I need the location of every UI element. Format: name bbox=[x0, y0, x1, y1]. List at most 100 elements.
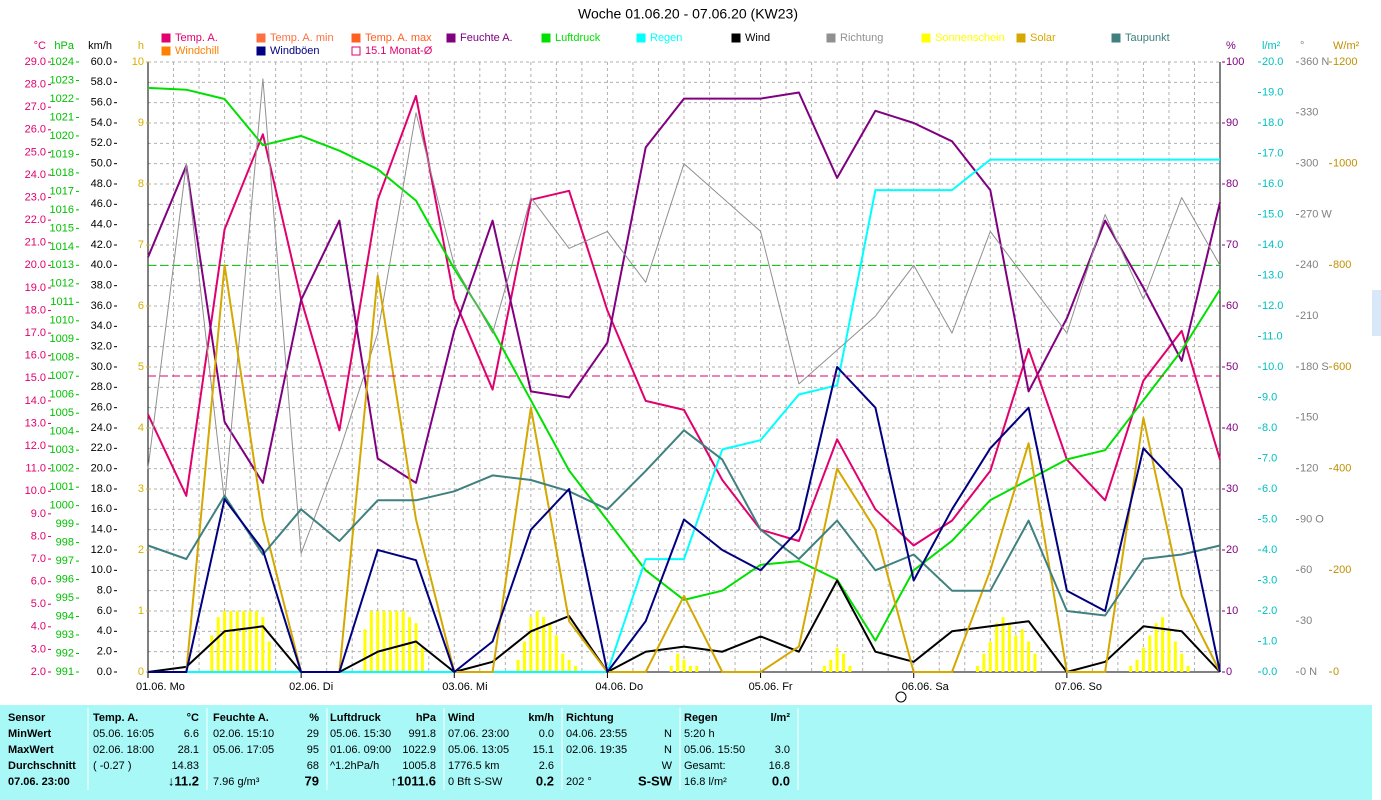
y-tick-label: 3 bbox=[138, 483, 144, 495]
sunshine-bar bbox=[369, 611, 373, 672]
cursor-marker bbox=[895, 691, 907, 703]
y-tick-label: 50.0 bbox=[91, 158, 112, 170]
y-tick-label: 7.0 bbox=[31, 553, 46, 565]
table-header: Richtung bbox=[566, 712, 614, 724]
y-tick-label: 18.0 bbox=[25, 304, 46, 316]
sunshine-bar bbox=[522, 641, 526, 672]
y-tick-label: 10.0 bbox=[1262, 361, 1283, 373]
y-tick-label: 991 bbox=[56, 666, 74, 678]
y-tick-label: 6.0 bbox=[31, 576, 46, 588]
y-tick-label: 1000 bbox=[1333, 158, 1357, 170]
x-tick-label: 05.06. Fr bbox=[749, 681, 793, 693]
y-tick-label: 1012 bbox=[50, 278, 74, 290]
y-tick-label: 1000 bbox=[50, 500, 74, 512]
table-header: Temp. A. bbox=[93, 712, 138, 724]
legend-label: Temp. A. max bbox=[365, 32, 432, 44]
y-tick-label: 4.0 bbox=[1262, 544, 1277, 556]
sunshine-bar bbox=[242, 611, 246, 672]
table-cell: 16.8 l/m² bbox=[684, 776, 727, 788]
legend-swatch bbox=[351, 46, 361, 56]
y-tick-label: 48.0 bbox=[91, 178, 112, 190]
y-tick-label: 6.0 bbox=[97, 605, 112, 617]
chart-title: Woche 01.06.20 - 07.06.20 (KW23) bbox=[578, 6, 798, 22]
legend-label: Windchill bbox=[175, 45, 219, 57]
y-tick-label: 28.0 bbox=[25, 78, 46, 90]
y-tick-label: 34.0 bbox=[91, 320, 112, 332]
sunshine-bar bbox=[1167, 629, 1171, 672]
y-tick-label: 210 bbox=[1300, 310, 1318, 322]
axis-title: °C bbox=[34, 40, 46, 52]
y-tick-label: 28.0 bbox=[91, 381, 112, 393]
y-tick-label: 4.0 bbox=[31, 621, 46, 633]
y-tick-label: 996 bbox=[56, 573, 74, 585]
y-tick-label: 330 bbox=[1300, 107, 1318, 119]
table-panel bbox=[0, 705, 1372, 800]
table-header: Feuchte A. bbox=[213, 712, 269, 724]
y-tick-label: 25.0 bbox=[25, 146, 46, 158]
y-tick-label: 19.0 bbox=[1262, 86, 1283, 98]
y-tick-label: 70 bbox=[1226, 239, 1238, 251]
y-tick-label: 8 bbox=[138, 178, 144, 190]
sunshine-bar bbox=[835, 647, 839, 672]
y-tick-label: 9.0 bbox=[31, 508, 46, 520]
sunshine-bar bbox=[1001, 617, 1005, 672]
series-line bbox=[147, 78, 1221, 554]
table-value: ↓11.2 bbox=[168, 773, 199, 788]
y-tick-label: 80 bbox=[1226, 178, 1238, 190]
sunshine-bar bbox=[408, 617, 412, 672]
sunshine-bar bbox=[995, 623, 999, 672]
y-tick-label: 1020 bbox=[50, 130, 74, 142]
legend-label: Solar bbox=[1030, 32, 1056, 44]
axis-title: % bbox=[1226, 40, 1236, 52]
table-cell: 5:20 h bbox=[684, 728, 715, 740]
legend-swatch bbox=[541, 33, 551, 43]
y-tick-label: 2.0 bbox=[1262, 605, 1277, 617]
table-value: 0.0 bbox=[539, 728, 554, 740]
table-cell: 07.06. 23:00 bbox=[448, 728, 509, 740]
axis-title: hPa bbox=[54, 40, 74, 52]
sunshine-bar bbox=[1014, 635, 1018, 672]
y-tick-label: 9.0 bbox=[1262, 391, 1277, 403]
y-tick-label: 4.0 bbox=[97, 625, 112, 637]
y-tick-label: 1009 bbox=[50, 333, 74, 345]
y-tick-label: 400 bbox=[1333, 463, 1351, 475]
y-tick-label: 8.0 bbox=[31, 530, 46, 542]
sunshine-bar bbox=[1148, 635, 1152, 672]
y-tick-label: 1011 bbox=[50, 296, 74, 308]
y-tick-label: 15.0 bbox=[25, 372, 46, 384]
y-tick-label: 992 bbox=[56, 647, 74, 659]
sunshine-bar bbox=[535, 611, 539, 672]
table-value: ↑1011.6 bbox=[390, 773, 436, 788]
x-tick-label: 06.06. Sa bbox=[902, 681, 950, 693]
legend-label: Richtung bbox=[840, 32, 883, 44]
sunshine-bar bbox=[1154, 623, 1158, 672]
table-cell: 05.06. 15:50 bbox=[684, 744, 745, 756]
legend-swatch bbox=[351, 33, 361, 43]
y-tick-label: 30 bbox=[1300, 615, 1312, 627]
legend-swatch bbox=[731, 33, 741, 43]
y-tick-label: 13.0 bbox=[25, 417, 46, 429]
table-cell: 02.06. 15:10 bbox=[213, 728, 274, 740]
sunshine-bar bbox=[210, 635, 214, 672]
x-tick-label: 03.06. Mi bbox=[442, 681, 487, 693]
sunshine-bar bbox=[248, 611, 252, 672]
sunshine-bar bbox=[676, 653, 680, 672]
table-value: 16.8 bbox=[769, 760, 790, 772]
table-cell: 05.06. 17:05 bbox=[213, 744, 274, 756]
sunshine-bar bbox=[235, 611, 239, 672]
y-tick-label: 56.0 bbox=[91, 97, 112, 109]
y-tick-label: 27.0 bbox=[25, 101, 46, 113]
sunshine-bar bbox=[1027, 641, 1031, 672]
legend-label: Temp. A. bbox=[175, 32, 218, 44]
y-tick-label: 10.0 bbox=[25, 485, 46, 497]
y-tick-label: 24.0 bbox=[25, 169, 46, 181]
table-value: 1022.9 bbox=[402, 744, 436, 756]
table-value: 991.8 bbox=[408, 728, 436, 740]
y-tick-label: 10.0 bbox=[91, 564, 112, 576]
y-tick-label: 20.0 bbox=[91, 463, 112, 475]
legend-label: Wind bbox=[745, 32, 770, 44]
y-tick-label: 9 bbox=[138, 117, 144, 129]
y-tick-label: 44.0 bbox=[91, 219, 112, 231]
y-tick-label: 3.0 bbox=[1262, 574, 1277, 586]
